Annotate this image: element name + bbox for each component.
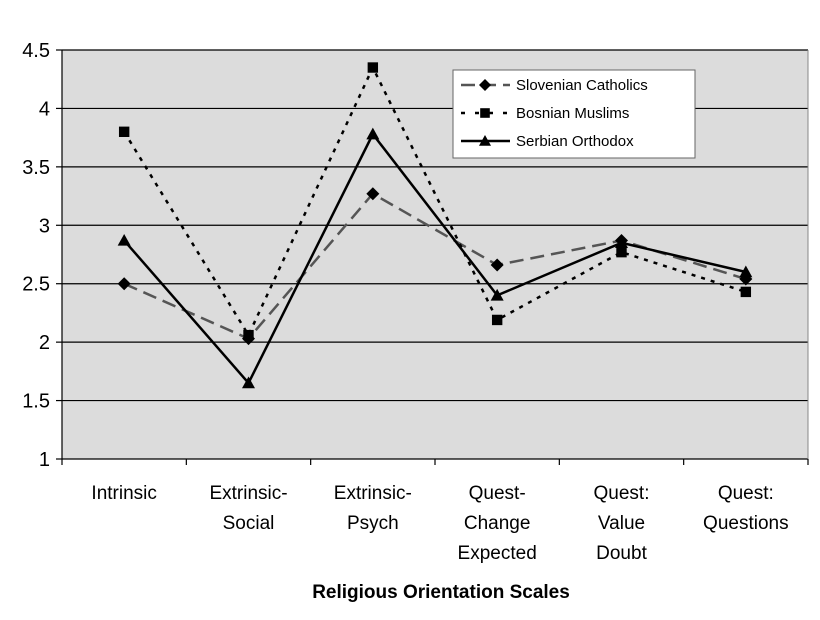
y-tick-label: 2 (39, 332, 50, 354)
square-marker (740, 286, 752, 298)
y-tick-label: 2.5 (22, 274, 50, 296)
square-marker (367, 62, 379, 73)
legend-label: Slovenian Catholics (516, 77, 648, 94)
y-tick-label: 4 (39, 98, 50, 120)
square-marker (118, 126, 130, 137)
series-line (123, 131, 747, 386)
x-category-label: Social (223, 513, 275, 534)
triangle-marker (615, 236, 628, 249)
y-tick-label: 1.5 (22, 391, 50, 413)
series-serbian-orthodox (117, 127, 753, 389)
legend: Slovenian Catholics Bosnian Muslims Serbia… (452, 69, 696, 159)
plot-background (62, 50, 808, 459)
diamond-marker (117, 277, 131, 291)
x-category-label: Psych (347, 513, 399, 534)
triangle-marker (739, 265, 753, 278)
square-marker (616, 246, 627, 258)
square-marker (491, 314, 503, 326)
diamond-marker (490, 258, 504, 272)
diamond-marker (479, 79, 491, 91)
triangle-marker (479, 135, 491, 146)
legend-label: Bosnian Muslims (516, 105, 629, 122)
triangle-marker (117, 233, 131, 246)
x-category-label: Quest: (594, 483, 650, 504)
y-tick-label: 3.5 (22, 157, 50, 179)
x-category-label: Quest- (469, 483, 526, 504)
legend-label: Serbian Orthodox (516, 133, 634, 150)
triangle-marker (490, 288, 504, 301)
y-tick-label: 3 (39, 215, 50, 237)
x-category-label: Value (598, 513, 645, 534)
x-category-label: Change (464, 513, 531, 534)
triangle-marker (242, 376, 255, 389)
y-tick-label: 4.5 (22, 40, 50, 62)
diamond-marker (366, 187, 380, 201)
x-category-label: Doubt (596, 543, 647, 564)
x-category-label: Extrinsic- (209, 483, 287, 504)
x-category-label: Extrinsic- (334, 483, 412, 504)
x-category-label: Questions (703, 513, 789, 534)
triangle-marker (366, 127, 380, 140)
x-category-label: Quest: (718, 483, 774, 504)
square-marker (243, 329, 254, 341)
x-category-label: Intrinsic (91, 483, 156, 504)
x-category-label: Expected (458, 543, 537, 564)
series-bosnian-muslims (118, 62, 752, 341)
y-tick-label: 1 (39, 449, 50, 471)
square-marker (480, 108, 490, 118)
x-axis-label: Religious Orientation Scales (312, 582, 570, 603)
